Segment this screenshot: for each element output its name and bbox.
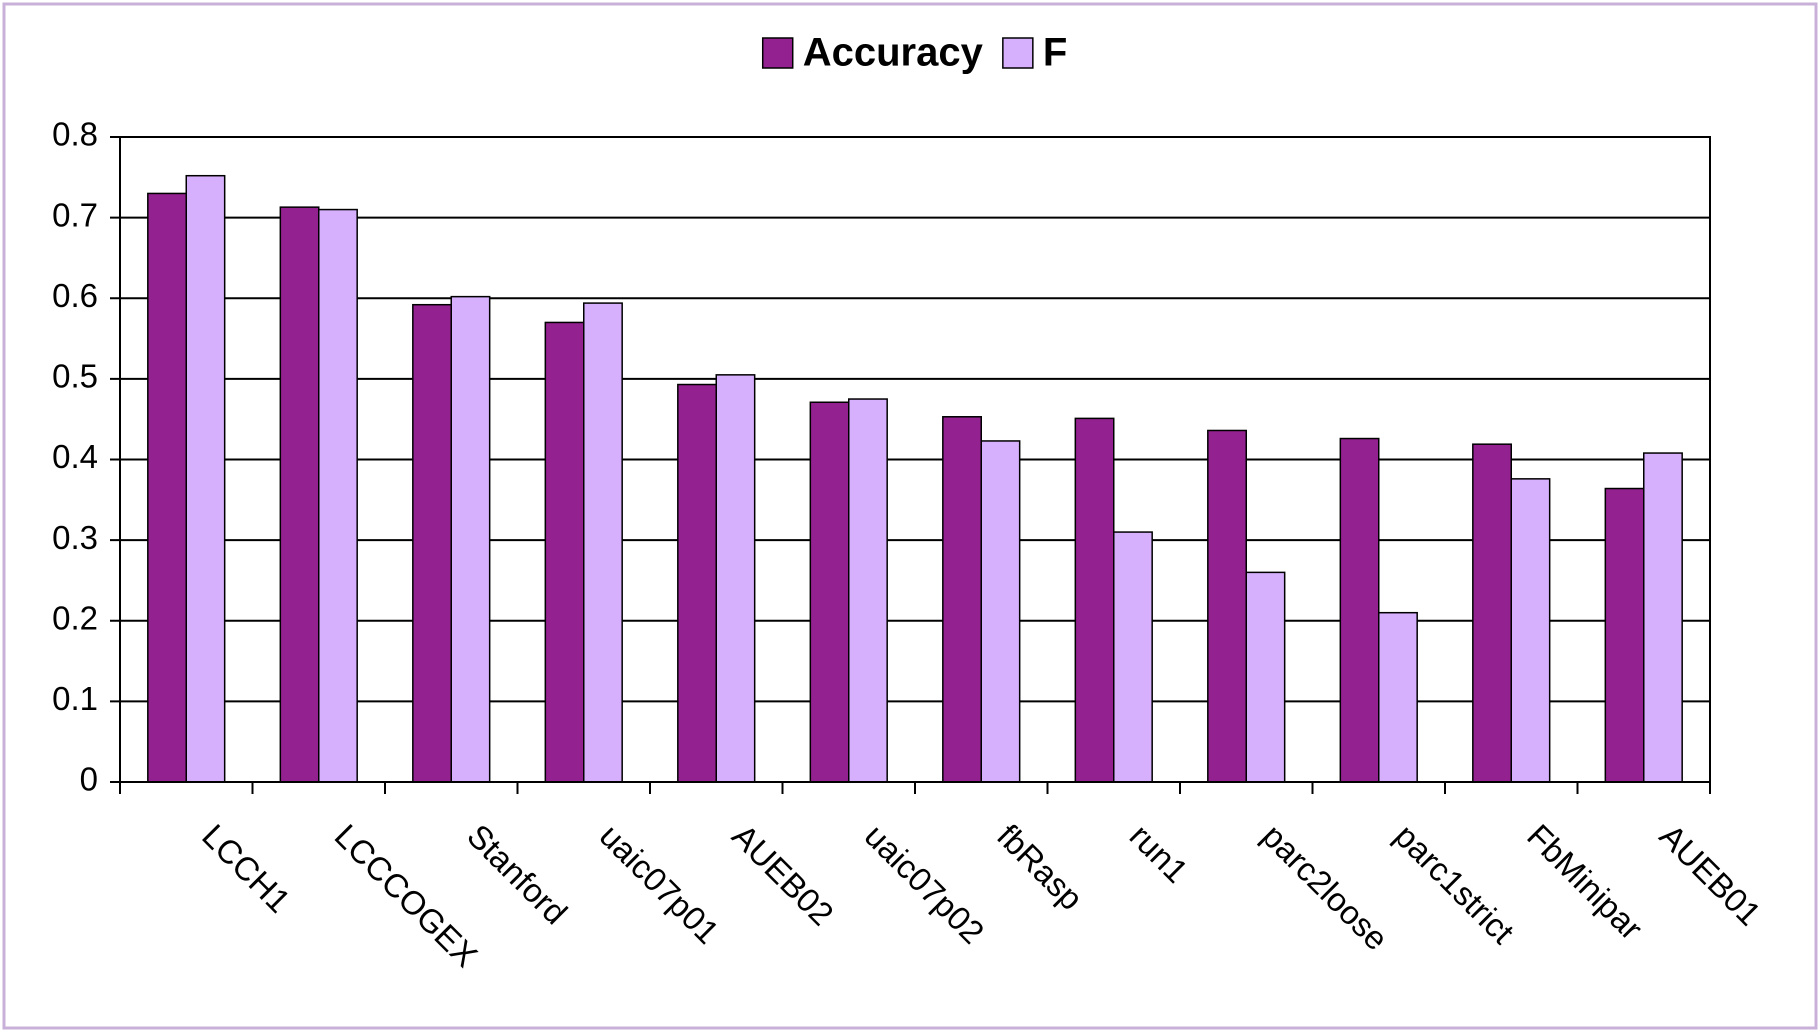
bar (1245, 571, 1286, 783)
bar (848, 398, 888, 783)
bar (1378, 611, 1418, 783)
bar (1604, 487, 1645, 783)
y-tick-label: 0 (80, 761, 98, 798)
bar (412, 303, 453, 783)
y-tick-label: 0.4 (52, 438, 98, 475)
y-tick-label: 0.7 (52, 196, 98, 233)
bar (715, 374, 756, 783)
bar (583, 302, 623, 783)
y-tick-label: 0.8 (52, 116, 98, 153)
bar (1510, 478, 1551, 783)
bar (185, 174, 226, 783)
bar (450, 295, 491, 783)
legend-label: Accuracy (803, 31, 984, 75)
bar (677, 383, 718, 783)
y-tick-label: 0.3 (52, 519, 98, 556)
bar (942, 416, 983, 783)
bar (1207, 429, 1247, 783)
bar (318, 208, 358, 783)
bar (980, 440, 1021, 783)
legend-swatch (761, 37, 794, 69)
legend-label: F (1043, 31, 1067, 75)
y-tick-label: 0.1 (52, 680, 98, 717)
y-tick-label: 0.5 (52, 358, 98, 395)
bar (1113, 531, 1153, 783)
bar (279, 206, 320, 783)
bar (809, 401, 850, 783)
y-tick-label: 0.2 (52, 599, 98, 636)
bar (1339, 437, 1380, 783)
bar (544, 321, 585, 783)
legend-swatch (1002, 37, 1034, 69)
bar (1643, 452, 1683, 783)
bar (1074, 417, 1115, 783)
bar (1472, 443, 1512, 783)
legend: Accuracy F (761, 31, 1067, 75)
bar (147, 192, 187, 783)
y-tick-label: 0.6 (52, 277, 98, 314)
